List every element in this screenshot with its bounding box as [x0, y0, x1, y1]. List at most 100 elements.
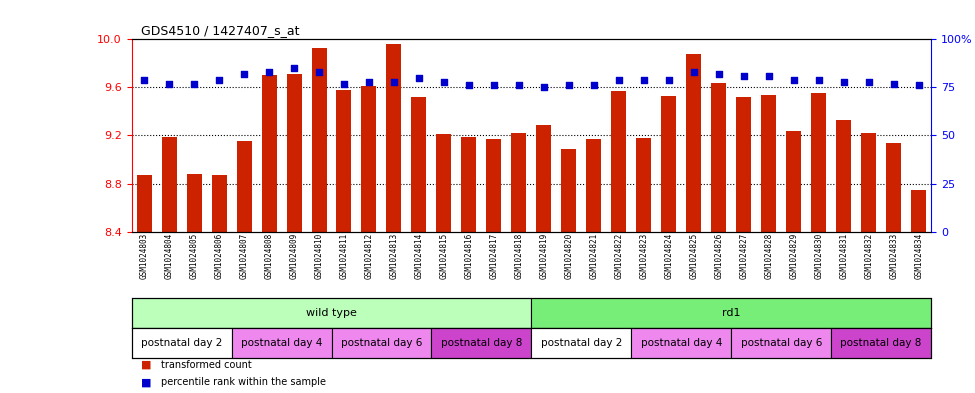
Bar — [531, 328, 632, 358]
Point — [186, 81, 202, 87]
Text: GSM1024830: GSM1024830 — [814, 233, 823, 279]
Text: postnatal day 2: postnatal day 2 — [541, 338, 622, 348]
Point — [836, 79, 851, 85]
Text: GSM1024803: GSM1024803 — [139, 233, 148, 279]
Bar — [611, 91, 626, 231]
Text: GSM1024834: GSM1024834 — [915, 233, 923, 279]
Bar — [511, 133, 526, 231]
Text: GSM1024832: GSM1024832 — [864, 233, 874, 279]
Bar — [761, 95, 776, 231]
Point — [436, 79, 451, 85]
Point — [361, 79, 376, 85]
Bar — [562, 149, 576, 231]
Text: ■: ■ — [141, 360, 152, 369]
Text: wild type: wild type — [306, 308, 357, 318]
Text: postnatal day 4: postnatal day 4 — [641, 338, 722, 348]
Text: postnatal day 8: postnatal day 8 — [441, 338, 522, 348]
Point — [461, 82, 477, 88]
Bar — [431, 328, 531, 358]
Bar — [212, 175, 226, 231]
Point — [661, 77, 677, 83]
Text: GSM1024831: GSM1024831 — [839, 233, 848, 279]
Text: GSM1024809: GSM1024809 — [290, 233, 298, 279]
Bar — [736, 97, 751, 231]
Point — [336, 81, 352, 87]
Bar — [132, 328, 232, 358]
Bar — [536, 125, 552, 231]
Bar — [531, 298, 931, 328]
Point — [786, 77, 801, 83]
Bar — [132, 298, 531, 328]
Text: postnatal day 2: postnatal day 2 — [141, 338, 222, 348]
Text: GSM1024805: GSM1024805 — [189, 233, 199, 279]
Point — [511, 82, 526, 88]
Bar — [336, 90, 352, 231]
Bar — [632, 328, 731, 358]
Text: GSM1024822: GSM1024822 — [614, 233, 623, 279]
Bar — [487, 139, 501, 231]
Bar — [637, 138, 651, 231]
Point — [711, 71, 726, 77]
Text: GSM1024819: GSM1024819 — [539, 233, 548, 279]
Bar — [661, 96, 677, 231]
Text: GSM1024823: GSM1024823 — [640, 233, 648, 279]
Bar — [362, 86, 376, 231]
Text: GSM1024808: GSM1024808 — [264, 233, 274, 279]
Bar — [911, 189, 926, 231]
Text: GSM1024826: GSM1024826 — [715, 233, 723, 279]
Text: GSM1024821: GSM1024821 — [589, 233, 599, 279]
Text: postnatal day 6: postnatal day 6 — [341, 338, 422, 348]
Text: GSM1024824: GSM1024824 — [664, 233, 674, 279]
Bar — [861, 133, 877, 231]
Point — [261, 69, 277, 75]
Bar — [261, 75, 277, 231]
Point — [686, 69, 702, 75]
Point — [886, 81, 902, 87]
Bar — [287, 74, 301, 231]
Point — [136, 77, 152, 83]
Text: GSM1024804: GSM1024804 — [165, 233, 174, 279]
Point — [411, 75, 427, 81]
Text: ■: ■ — [141, 377, 152, 387]
Text: GSM1024828: GSM1024828 — [764, 233, 773, 279]
Text: GSM1024806: GSM1024806 — [214, 233, 223, 279]
Bar — [711, 83, 726, 231]
Bar — [686, 54, 701, 231]
Point — [212, 77, 227, 83]
Text: GSM1024816: GSM1024816 — [464, 233, 474, 279]
Text: GDS4510 / 1427407_s_at: GDS4510 / 1427407_s_at — [141, 24, 300, 37]
Text: GSM1024829: GSM1024829 — [789, 233, 799, 279]
Bar — [831, 328, 931, 358]
Point — [536, 84, 552, 90]
Bar — [586, 139, 602, 231]
Point — [811, 77, 827, 83]
Bar — [837, 120, 851, 231]
Text: transformed count: transformed count — [161, 360, 252, 369]
Point — [611, 77, 627, 83]
Bar — [461, 137, 477, 231]
Point — [487, 82, 502, 88]
Point — [161, 81, 176, 87]
Point — [561, 82, 576, 88]
Text: postnatal day 8: postnatal day 8 — [840, 338, 921, 348]
Bar — [237, 141, 252, 231]
Text: GSM1024811: GSM1024811 — [339, 233, 348, 279]
Text: GSM1024813: GSM1024813 — [389, 233, 399, 279]
Text: GSM1024817: GSM1024817 — [489, 233, 498, 279]
Point — [287, 65, 302, 71]
Point — [386, 79, 402, 85]
Text: GSM1024825: GSM1024825 — [689, 233, 698, 279]
Point — [760, 73, 776, 79]
Bar — [786, 131, 801, 231]
Point — [311, 69, 327, 75]
Text: GSM1024814: GSM1024814 — [414, 233, 423, 279]
Bar — [886, 143, 901, 231]
Text: postnatal day 6: postnatal day 6 — [741, 338, 822, 348]
Bar — [136, 175, 151, 231]
Bar — [312, 48, 327, 231]
Text: GSM1024812: GSM1024812 — [365, 233, 373, 279]
Bar — [811, 94, 826, 231]
Text: GSM1024815: GSM1024815 — [440, 233, 449, 279]
Bar — [162, 137, 176, 231]
Text: rd1: rd1 — [722, 308, 740, 318]
